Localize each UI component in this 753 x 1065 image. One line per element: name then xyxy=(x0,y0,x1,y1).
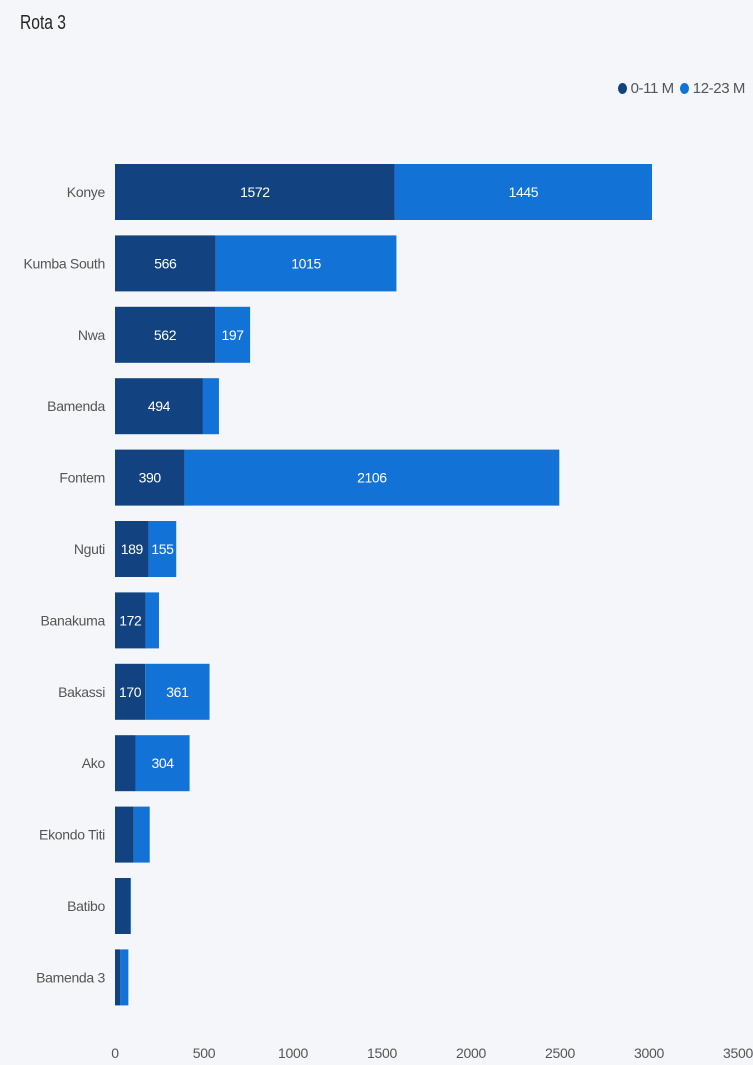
bar-bamenda-3-0-11-m[interactable] xyxy=(115,949,121,1006)
data-label-nguti-0-11-m: 189 xyxy=(121,541,144,557)
data-label-kumba-south-12-23-m: 1015 xyxy=(291,255,321,271)
chart-title: Rota 3 xyxy=(20,12,66,34)
data-label-banakuma-0-11-m: 172 xyxy=(119,612,142,628)
bar-konye-0-11-m[interactable] xyxy=(115,164,395,220)
bar-banakuma-12-23-m[interactable] xyxy=(145,592,159,649)
category-label-bakassi: Bakassi xyxy=(58,684,105,700)
x-tick-label-2000: 2000 xyxy=(456,1045,486,1061)
x-tick-label-0: 0 xyxy=(111,1045,119,1061)
category-label-bamenda: Bamenda xyxy=(47,398,105,414)
data-label-bamenda-0-11-m: 494 xyxy=(148,398,171,414)
bar-ekondo-titi-0-11-m[interactable] xyxy=(115,806,134,863)
bar-bamenda-0-11-m[interactable] xyxy=(115,378,203,435)
category-label-ekondo-titi: Ekondo Titi xyxy=(39,827,105,843)
legend-label-0-11m: 0-11 M xyxy=(630,80,675,97)
x-tick-label-1000: 1000 xyxy=(278,1045,308,1061)
x-tick-label-3500: 3500 xyxy=(723,1045,753,1061)
bar-batibo-0-11-m[interactable] xyxy=(115,878,131,934)
category-label-ako: Ako xyxy=(82,755,106,771)
legend-marker-12-23m xyxy=(679,83,689,94)
category-label-batibo: Batibo xyxy=(67,898,105,914)
data-label-nwa-12-23-m: 197 xyxy=(221,327,244,343)
legend-label-12-23m: 12-23 M xyxy=(692,80,746,97)
x-tick-label-2500: 2500 xyxy=(545,1045,575,1061)
data-label-bakassi-0-11-m: 170 xyxy=(119,684,142,700)
category-label-kumba-south: Kumba South xyxy=(23,255,105,271)
bar-konye-12-23-m[interactable] xyxy=(394,164,653,220)
category-label-nguti: Nguti xyxy=(74,541,105,557)
legend: 0-11 M 12-23 M xyxy=(612,80,745,97)
data-label-konye-12-23-m: 1445 xyxy=(509,184,539,200)
bar-nguti-12-23-m[interactable] xyxy=(148,521,177,577)
legend-item-0-11m[interactable]: 0-11 M xyxy=(617,80,675,97)
data-label-fontem-12-23-m: 2106 xyxy=(357,470,387,486)
legend-marker-0-11m xyxy=(617,83,627,94)
bar-ako-12-23-m[interactable] xyxy=(135,735,190,792)
bar-fontem-0-11-m[interactable] xyxy=(115,449,185,506)
data-label-ako-12-23-m: 304 xyxy=(151,755,174,771)
bar-bamenda-12-23-m[interactable] xyxy=(202,378,219,435)
data-label-nwa-0-11-m: 562 xyxy=(154,327,177,343)
data-label-konye-0-11-m: 1572 xyxy=(240,184,270,200)
bar-bamenda-3-12-23-m[interactable] xyxy=(120,949,129,1006)
bar-ako-0-11-m[interactable] xyxy=(115,735,136,792)
bar-nguti-0-11-m[interactable] xyxy=(115,521,149,577)
x-tick-label-3000: 3000 xyxy=(634,1045,664,1061)
bar-nwa-12-23-m[interactable] xyxy=(215,306,251,363)
bar-fontem-12-23-m[interactable] xyxy=(184,449,560,506)
bar-kumba-south-12-23-m[interactable] xyxy=(215,235,397,292)
bar-bakassi-12-23-m[interactable] xyxy=(145,663,210,720)
category-label-banakuma: Banakuma xyxy=(40,612,105,628)
bar-batibo-12-23-m[interactable] xyxy=(130,878,132,934)
category-label-nwa: Nwa xyxy=(78,327,106,343)
data-label-nguti-12-23-m: 155 xyxy=(151,541,174,557)
bar-kumba-south-0-11-m[interactable] xyxy=(115,235,216,292)
x-tick-label-1500: 1500 xyxy=(367,1045,397,1061)
bar-banakuma-0-11-m[interactable] xyxy=(115,592,146,649)
data-label-fontem-0-11-m: 390 xyxy=(139,470,162,486)
bar-bakassi-0-11-m[interactable] xyxy=(115,663,146,720)
legend-item-12-23m[interactable]: 12-23 M xyxy=(679,80,746,97)
x-tick-label-500: 500 xyxy=(193,1045,216,1061)
category-label-bamenda-3: Bamenda 3 xyxy=(36,969,105,985)
data-label-bakassi-12-23-m: 361 xyxy=(166,684,189,700)
bar-ekondo-titi-12-23-m[interactable] xyxy=(133,806,150,863)
data-label-kumba-south-0-11-m: 566 xyxy=(154,255,177,271)
category-label-konye: Konye xyxy=(67,184,106,200)
bar-nwa-0-11-m[interactable] xyxy=(115,306,216,363)
category-label-fontem: Fontem xyxy=(59,470,105,486)
